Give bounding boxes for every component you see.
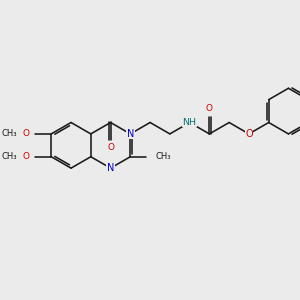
Text: CH₃: CH₃ [1, 152, 17, 161]
Text: O: O [245, 129, 253, 139]
Text: O: O [107, 143, 114, 152]
Text: CH₃: CH₃ [155, 152, 171, 161]
Text: NH: NH [183, 118, 196, 127]
Text: CH₃: CH₃ [1, 129, 17, 138]
Text: O: O [22, 129, 30, 138]
Text: O: O [22, 152, 30, 161]
Text: N: N [107, 163, 114, 173]
Text: O: O [206, 104, 213, 113]
Text: N: N [127, 129, 134, 139]
